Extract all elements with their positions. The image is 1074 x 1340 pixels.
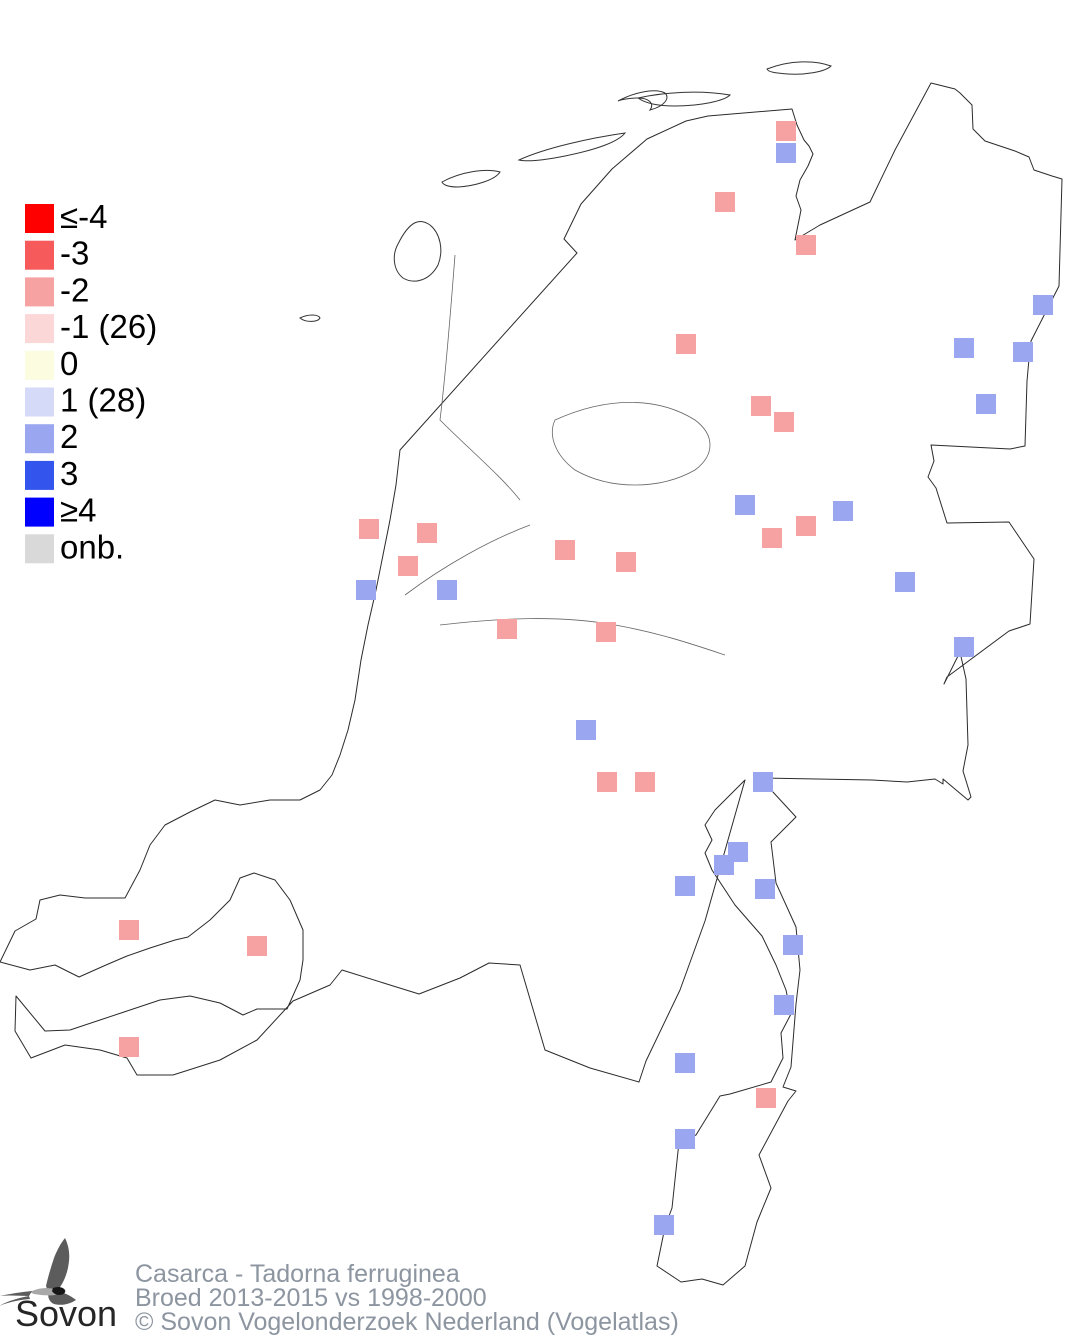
svg-text:-3: -3 [60, 235, 89, 272]
svg-text:onb.: onb. [60, 528, 124, 565]
svg-text:© Sovon Vogelonderzoek Nederla: © Sovon Vogelonderzoek Nederland (Vogela… [135, 1308, 679, 1336]
svg-text:3: 3 [60, 455, 78, 492]
svg-text:1 (28): 1 (28) [60, 382, 146, 419]
svg-text:≤-4: ≤-4 [60, 198, 107, 235]
svg-text:Sovon: Sovon [15, 1293, 117, 1334]
svg-text:≥4: ≥4 [60, 492, 96, 529]
svg-text:-2: -2 [60, 271, 89, 308]
svg-text:0: 0 [60, 345, 78, 382]
svg-text:-1 (26): -1 (26) [60, 308, 157, 345]
svg-text:2: 2 [60, 418, 78, 455]
